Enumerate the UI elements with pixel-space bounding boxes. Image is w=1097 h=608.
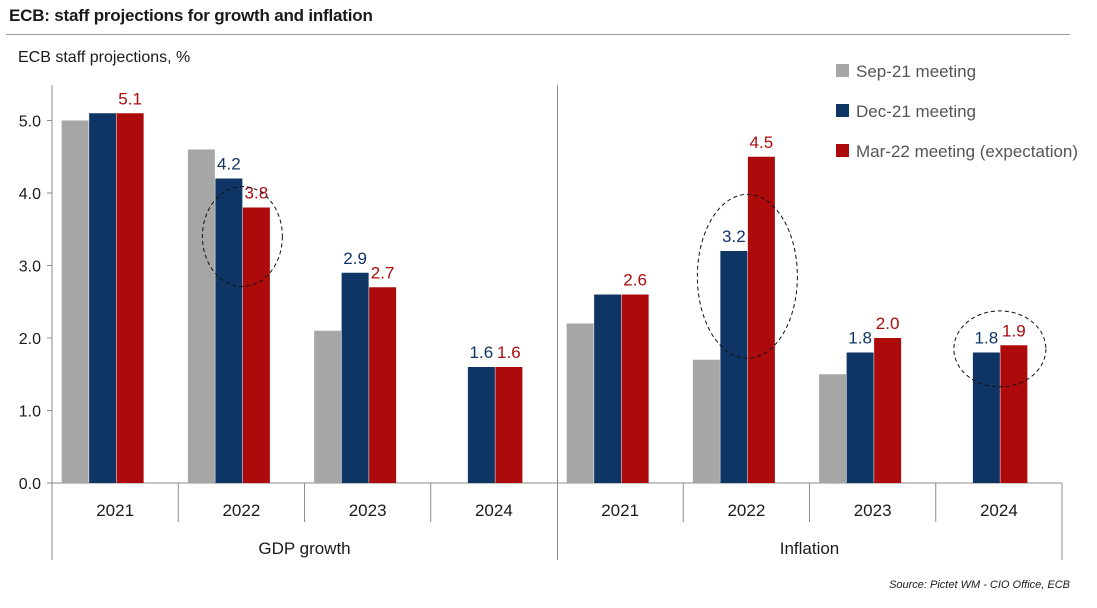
bar-mar22: [242, 207, 270, 483]
x-tick-label: 2023: [349, 501, 387, 520]
data-labels-layer: 4.2 2.9 1.6 3.2 1.8 1.8 5.1 3.8 2.7 1.6 2.6 4.5 2.0 1…: [118, 89, 1025, 362]
x-tick-label: 2022: [727, 501, 765, 520]
x-tick-label: 2024: [475, 501, 513, 520]
group-label: Inflation: [780, 539, 840, 558]
dashed-ellipse-annotation: [696, 193, 798, 359]
bar-dec21: [972, 352, 1000, 483]
annotations-layer: [201, 186, 1047, 388]
data-label-dec21: 2.9: [343, 249, 367, 268]
bar-dec21: [89, 113, 117, 483]
bar-sep21: [566, 323, 594, 483]
bar-mar22: [116, 113, 144, 483]
data-label-mar22: 1.6: [497, 343, 521, 362]
data-label-dec21: 4.2: [217, 155, 241, 174]
axes-layer: 0.0 1.0 2.0 3.0 4.0 5.0 2021 2022 2023 2024 2021 20…: [19, 85, 1063, 560]
bar-dec21: [846, 352, 874, 483]
y-tick-label: 2.0: [19, 331, 41, 348]
bar-mar22: [621, 294, 649, 483]
y-tick-label: 5.0: [19, 114, 41, 131]
bar-dec21: [341, 272, 369, 483]
data-label-mar22: 2.0: [876, 314, 900, 333]
group-label: GDP growth: [258, 539, 350, 558]
y-tick-label: 3.0: [19, 259, 41, 276]
legend: Sep-21 meeting Dec-21 meeting Mar-22 meeti…: [836, 62, 1078, 161]
data-label-dec21: 3.2: [722, 227, 746, 246]
data-label-mar22: 5.1: [118, 89, 142, 108]
bar-dec21: [720, 251, 748, 483]
bar-dec21: [594, 294, 622, 483]
x-tick-label: 2024: [980, 501, 1018, 520]
page-title: ECB: staff projections for growth and in…: [9, 6, 373, 25]
legend-swatch-mar22: [836, 144, 849, 157]
header-divider: [6, 34, 1070, 35]
legend-swatch-sep21: [836, 64, 849, 77]
x-tick-label: 2022: [222, 501, 260, 520]
legend-label-mar22: Mar-22 meeting (expectation): [856, 142, 1078, 161]
bar-mar22: [369, 287, 397, 483]
bar-mar22: [495, 367, 523, 483]
bars-layer: [61, 113, 1028, 483]
dashed-ellipse-annotation: [953, 310, 1047, 388]
x-tick-label: 2021: [96, 501, 134, 520]
source-note: Source: Pictet WM - CIO Office, ECB: [889, 579, 1070, 591]
bar-sep21: [61, 120, 89, 483]
bar-dec21: [467, 367, 495, 483]
data-label-mar22: 3.8: [245, 184, 269, 203]
dashed-ellipse-annotation: [201, 186, 283, 287]
bar-sep21: [314, 330, 342, 483]
bar-mar22: [747, 156, 775, 483]
bar-mar22: [874, 338, 902, 483]
bar-dec21: [215, 178, 243, 483]
bar-mar22: [1000, 345, 1028, 483]
data-label-mar22: 2.7: [371, 263, 395, 282]
bar-sep21: [187, 149, 215, 483]
bar-sep21: [692, 359, 720, 483]
y-tick-label: 4.0: [19, 186, 41, 203]
legend-label-sep21: Sep-21 meeting: [856, 62, 976, 81]
data-label-mar22: 4.5: [750, 133, 774, 152]
y-tick-label: 0.0: [19, 476, 41, 493]
y-tick-label: 1.0: [19, 404, 41, 421]
data-label-mar22: 1.9: [1002, 321, 1026, 340]
legend-swatch-dec21: [836, 104, 849, 117]
legend-label-dec21: Dec-21 meeting: [856, 102, 976, 121]
x-tick-label: 2021: [601, 501, 639, 520]
data-label-dec21: 1.6: [470, 343, 494, 362]
data-label-mar22: 2.6: [623, 271, 647, 290]
bar-sep21: [819, 374, 847, 483]
x-tick-label: 2023: [854, 501, 892, 520]
data-label-dec21: 1.8: [848, 329, 872, 348]
y-axis-title: ECB staff projections, %: [18, 49, 190, 66]
data-label-dec21: 1.8: [975, 329, 999, 348]
